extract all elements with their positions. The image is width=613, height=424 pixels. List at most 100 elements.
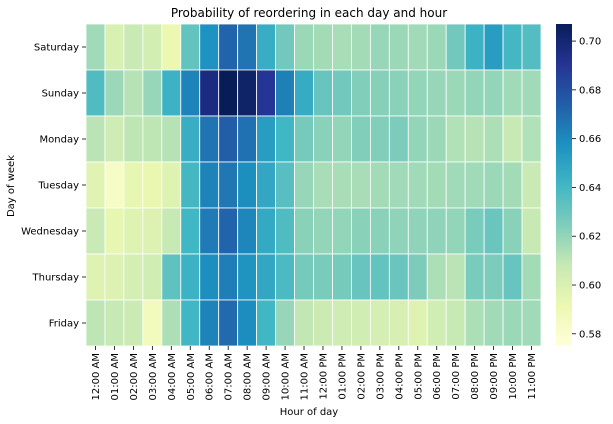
heatmap-cell — [199, 299, 220, 347]
heatmap-cell — [445, 115, 466, 163]
heatmap-cell — [161, 115, 182, 163]
y-axis-label: Day of week — [6, 155, 17, 217]
x-tick-label: 04:00 AM — [167, 353, 178, 400]
heatmap-cell — [426, 23, 447, 71]
heatmap-cell — [351, 23, 371, 71]
heatmap-cell — [237, 23, 258, 71]
heatmap-cell — [275, 161, 295, 209]
heatmap-cell — [313, 161, 333, 209]
heatmap-cell — [142, 299, 163, 347]
heatmap-cell — [218, 23, 239, 71]
heatmap-cell — [123, 207, 144, 255]
heatmap-cell — [123, 115, 144, 163]
heatmap-cell — [426, 69, 447, 117]
heatmap-cell — [85, 115, 106, 163]
heatmap-cell — [426, 207, 447, 255]
heatmap-cell — [85, 69, 106, 117]
heatmap-cell — [199, 161, 220, 209]
heatmap-cell — [464, 161, 485, 209]
heatmap-cell — [483, 69, 504, 117]
heatmap-cell — [388, 23, 409, 71]
colorbar-tick-label: 0.60 — [579, 281, 601, 292]
heatmap-cell — [313, 299, 333, 347]
heatmap-cell — [180, 253, 201, 301]
heatmap-cell — [161, 69, 182, 117]
heatmap-cell — [256, 299, 276, 347]
heatmap-cell — [483, 253, 504, 301]
heatmap-cell — [502, 207, 523, 255]
heatmap-cell — [275, 115, 295, 163]
heatmap-cell — [464, 207, 485, 255]
x-tick-label: 08:00 PM — [470, 353, 481, 400]
heatmap-cell — [180, 161, 201, 209]
heatmap-cell — [369, 23, 390, 71]
heatmap-cell — [369, 115, 390, 163]
heatmap-cell — [407, 69, 428, 117]
x-tick-label: 10:00 PM — [508, 353, 519, 400]
heatmap-cell — [351, 299, 371, 347]
heatmap-cell — [426, 115, 447, 163]
heatmap-cell — [407, 115, 428, 163]
x-tick-label: 12:00 AM — [91, 353, 102, 400]
heatmap-cell — [445, 253, 466, 301]
x-tick-label: 02:00 PM — [356, 353, 367, 400]
heatmap-cell — [199, 23, 220, 71]
x-tick-label: 03:00 AM — [148, 353, 159, 400]
heatmap-cell — [180, 115, 201, 163]
heatmap-cell — [483, 115, 504, 163]
heatmap-cell — [275, 253, 295, 301]
heatmap-cell — [369, 299, 390, 347]
colorbar-tick-label: 0.58 — [579, 329, 601, 340]
heatmap-cell — [369, 69, 390, 117]
heatmap-cell — [142, 161, 163, 209]
heatmap-cell — [388, 207, 409, 255]
colorbar-tick-label: 0.62 — [579, 232, 601, 243]
heatmap-cell — [407, 23, 428, 71]
heatmap-cell — [142, 69, 163, 117]
colorbar-tick-label: 0.64 — [579, 183, 601, 194]
heatmap-cell — [218, 115, 239, 163]
heatmap-cell — [180, 69, 201, 117]
heatmap-cell — [218, 207, 239, 255]
heatmap-cell — [218, 161, 239, 209]
heatmap-cell — [199, 253, 220, 301]
heatmap-cell — [237, 299, 258, 347]
heatmap-cell — [85, 253, 106, 301]
heatmap-cell — [351, 161, 371, 209]
heatmap-cell — [218, 253, 239, 301]
colorbar — [556, 24, 572, 346]
x-tick-label: 01:00 PM — [337, 353, 348, 400]
heatmap-cell — [351, 207, 371, 255]
x-tick-label: 08:00 AM — [243, 353, 254, 400]
heatmap-cell — [483, 207, 504, 255]
heatmap-cell — [294, 253, 314, 301]
x-tick-label: 11:00 AM — [300, 353, 311, 400]
y-tick-label: Wednesday — [21, 227, 79, 238]
y-tick-label: Thursday — [32, 273, 80, 284]
colorbar-ticks: 0.58 0.60 0.62 0.64 0.66 0.68 0.70 — [572, 37, 601, 340]
heatmap-cell — [351, 253, 371, 301]
heatmap-cell — [464, 299, 485, 347]
heatmap-cell — [294, 115, 314, 163]
heatmap-cell — [521, 207, 542, 255]
heatmap-cell — [104, 161, 125, 209]
heatmap-cell — [483, 23, 504, 71]
y-tick-labels: Saturday Sunday Monday Tuesday Wednesday Thur… — [21, 43, 86, 330]
heatmap-cell — [161, 23, 182, 71]
heatmap-cell — [521, 253, 542, 301]
heatmap-cell — [332, 23, 352, 71]
x-tick-label: 04:00 PM — [394, 353, 405, 400]
heatmap-cell — [388, 115, 409, 163]
heatmap-cell — [218, 299, 239, 347]
x-tick-label: 05:00 AM — [186, 353, 197, 400]
heatmap-cell — [142, 23, 163, 71]
heatmap-cell — [521, 69, 542, 117]
heatmap-cell — [237, 207, 258, 255]
heatmap-cell — [313, 69, 333, 117]
heatmap-cell — [502, 161, 523, 209]
heatmap-cell — [294, 299, 314, 347]
heatmap-cell — [407, 207, 428, 255]
heatmap-cell — [180, 23, 201, 71]
heatmap-cell — [142, 207, 163, 255]
heatmap-cell — [388, 161, 409, 209]
